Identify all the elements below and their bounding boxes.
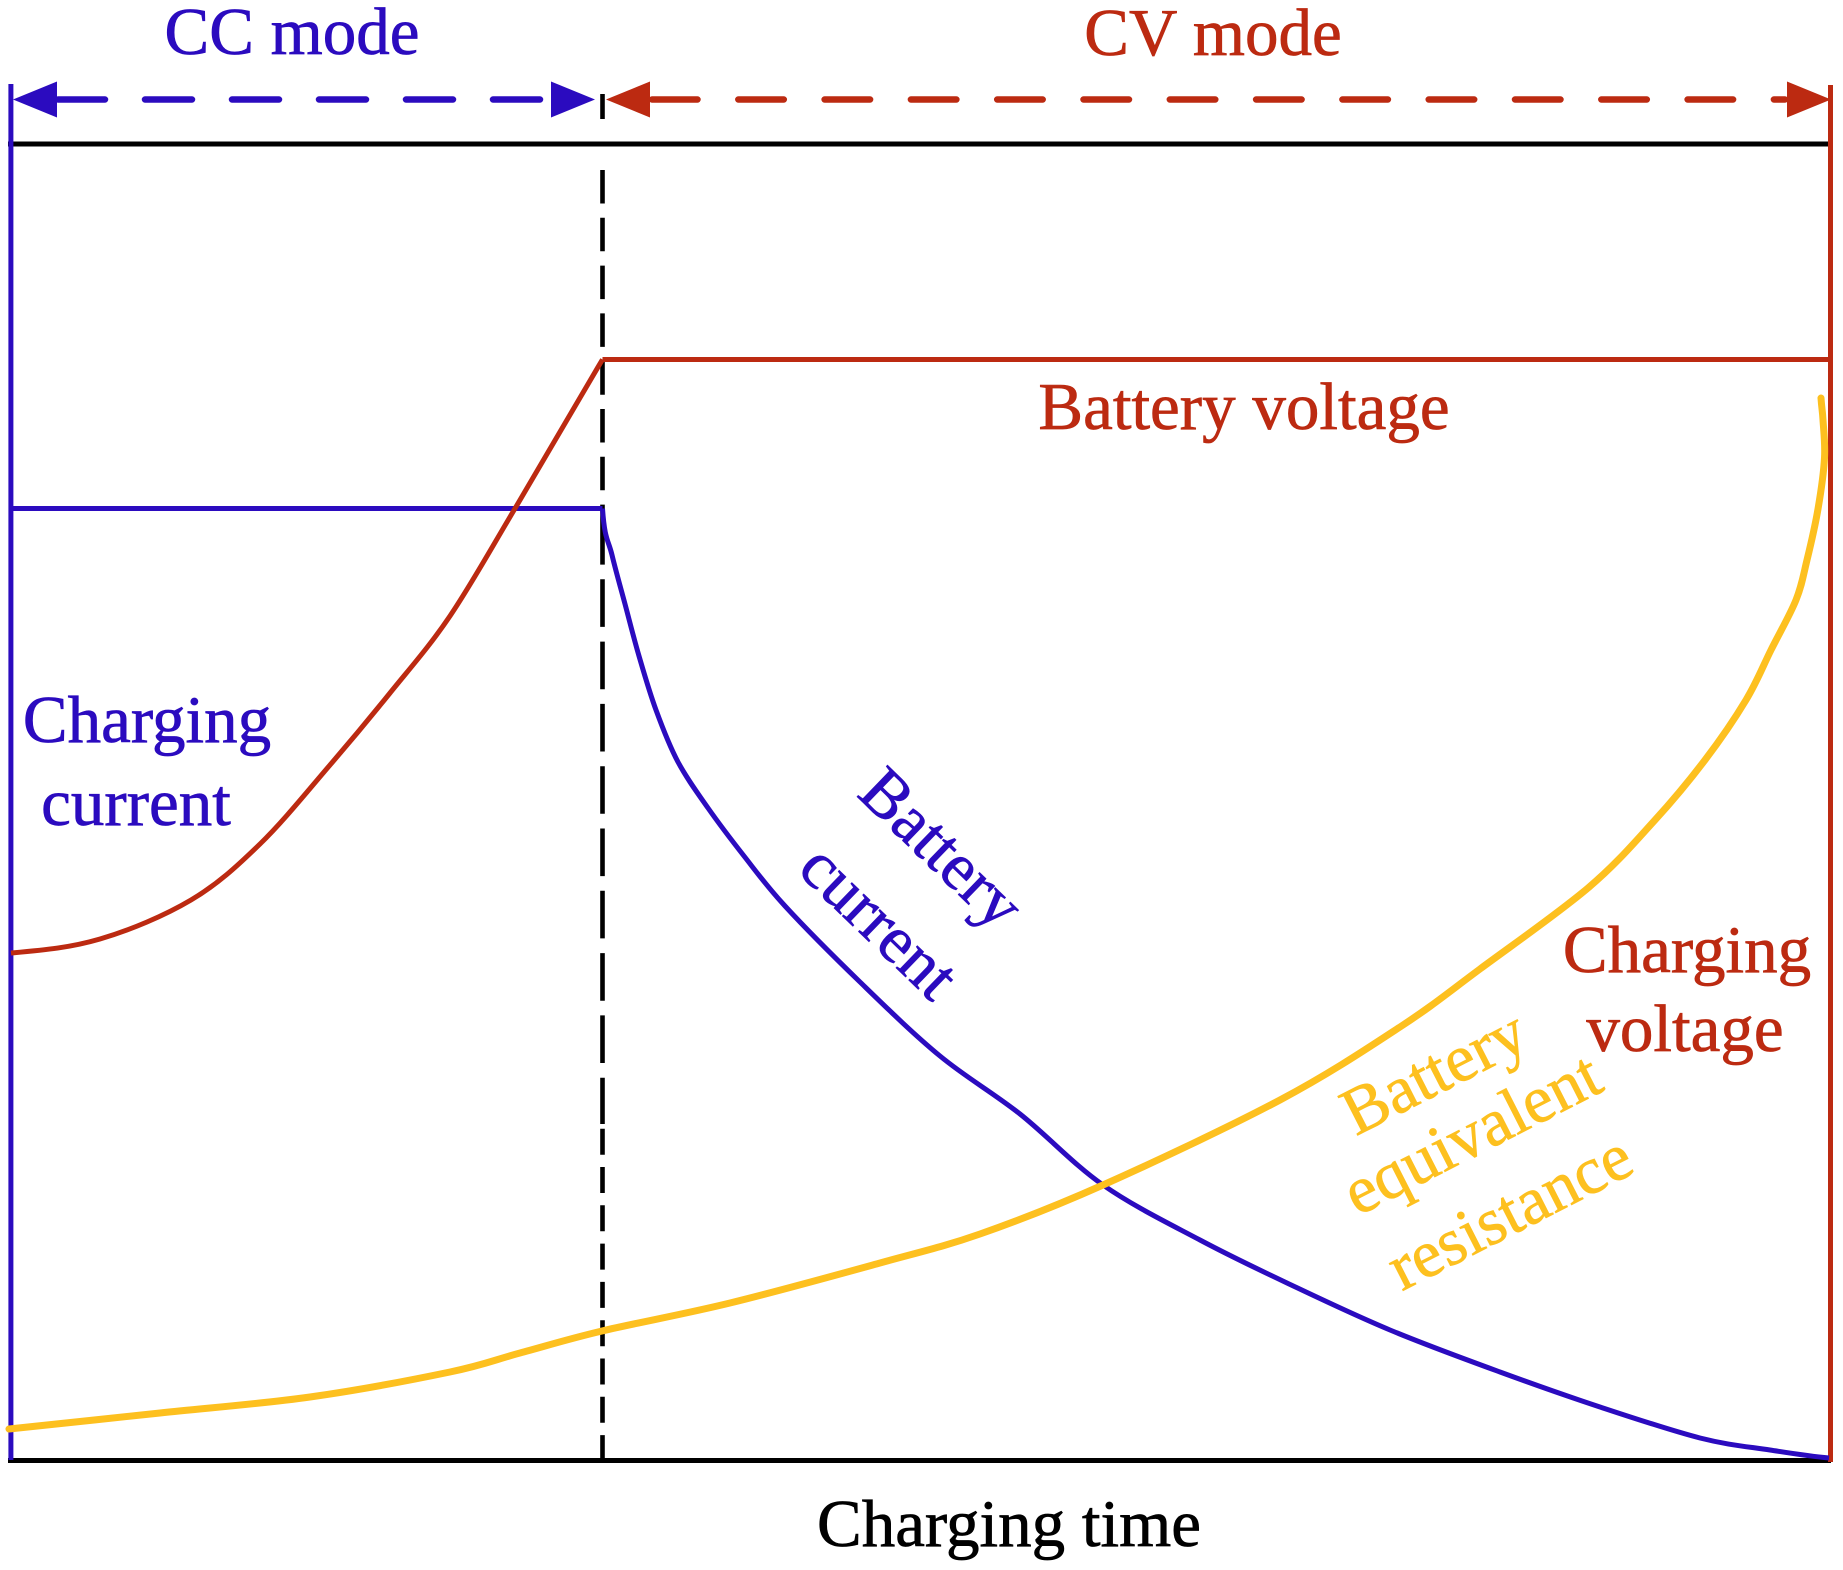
svg-text:Charging: Charging bbox=[23, 683, 271, 757]
svg-text:Charging time: Charging time bbox=[817, 1487, 1201, 1561]
svg-text:Battery voltage: Battery voltage bbox=[1038, 370, 1449, 444]
svg-text:current: current bbox=[41, 766, 231, 840]
svg-text:Charging: Charging bbox=[1563, 913, 1811, 987]
svg-text:CV mode: CV mode bbox=[1084, 0, 1341, 70]
svg-text:voltage: voltage bbox=[1586, 992, 1783, 1066]
svg-text:CC mode: CC mode bbox=[165, 0, 420, 69]
